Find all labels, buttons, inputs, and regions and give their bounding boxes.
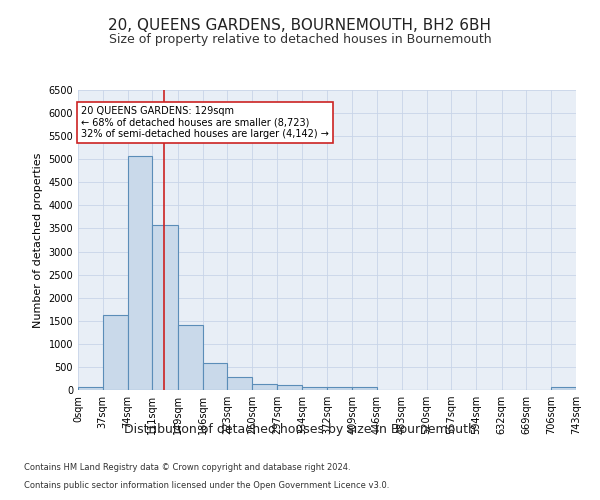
Text: Size of property relative to detached houses in Bournemouth: Size of property relative to detached ho… (109, 32, 491, 46)
Bar (352, 388, 377, 390)
Y-axis label: Number of detached properties: Number of detached properties (33, 152, 43, 328)
Bar (128, 156, 152, 390)
Bar (227, 376, 252, 390)
Bar (252, 384, 277, 390)
Text: Contains HM Land Registry data © Crown copyright and database right 2024.: Contains HM Land Registry data © Crown c… (24, 464, 350, 472)
Text: Contains public sector information licensed under the Open Government Licence v3: Contains public sector information licen… (24, 481, 389, 490)
Bar (203, 364, 227, 390)
Text: Distribution of detached houses by size in Bournemouth: Distribution of detached houses by size … (124, 422, 476, 436)
Text: 20 QUEENS GARDENS: 129sqm
← 68% of detached houses are smaller (8,723)
32% of se: 20 QUEENS GARDENS: 129sqm ← 68% of detac… (82, 106, 329, 140)
Bar (328, 388, 352, 390)
Bar (152, 225, 178, 390)
Text: 20, QUEENS GARDENS, BOURNEMOUTH, BH2 6BH: 20, QUEENS GARDENS, BOURNEMOUTH, BH2 6BH (109, 18, 491, 32)
Bar (277, 384, 302, 390)
Bar (302, 386, 328, 390)
Bar (178, 326, 203, 390)
Bar (551, 388, 576, 390)
Bar (78, 386, 103, 390)
Bar (103, 315, 128, 390)
